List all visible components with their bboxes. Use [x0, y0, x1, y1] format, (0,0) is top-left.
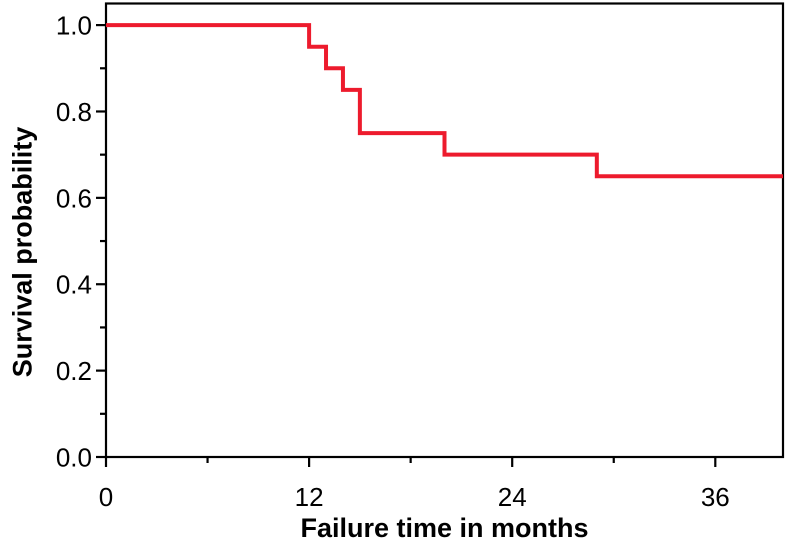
y-tick-label: 0.6	[56, 183, 92, 213]
y-tick-label: 0.0	[56, 443, 92, 473]
series-survival-probability-curve	[106, 23, 783, 179]
y-axis-title: Survival probability	[7, 126, 38, 378]
x-tick-label: 36	[701, 482, 730, 512]
plot-frame	[104, 2, 785, 459]
y-tick-label: 0.4	[56, 270, 92, 300]
y-tick-label: 1.0	[56, 11, 92, 41]
y-tick-label: 0.2	[56, 356, 92, 386]
x-tick-label: 12	[295, 482, 324, 512]
x-tick-label: 24	[498, 482, 527, 512]
x-tick-label: 0	[99, 482, 113, 512]
x-axis-title: Failure time in months	[300, 513, 589, 543]
y-tick-label: 0.8	[56, 97, 92, 127]
